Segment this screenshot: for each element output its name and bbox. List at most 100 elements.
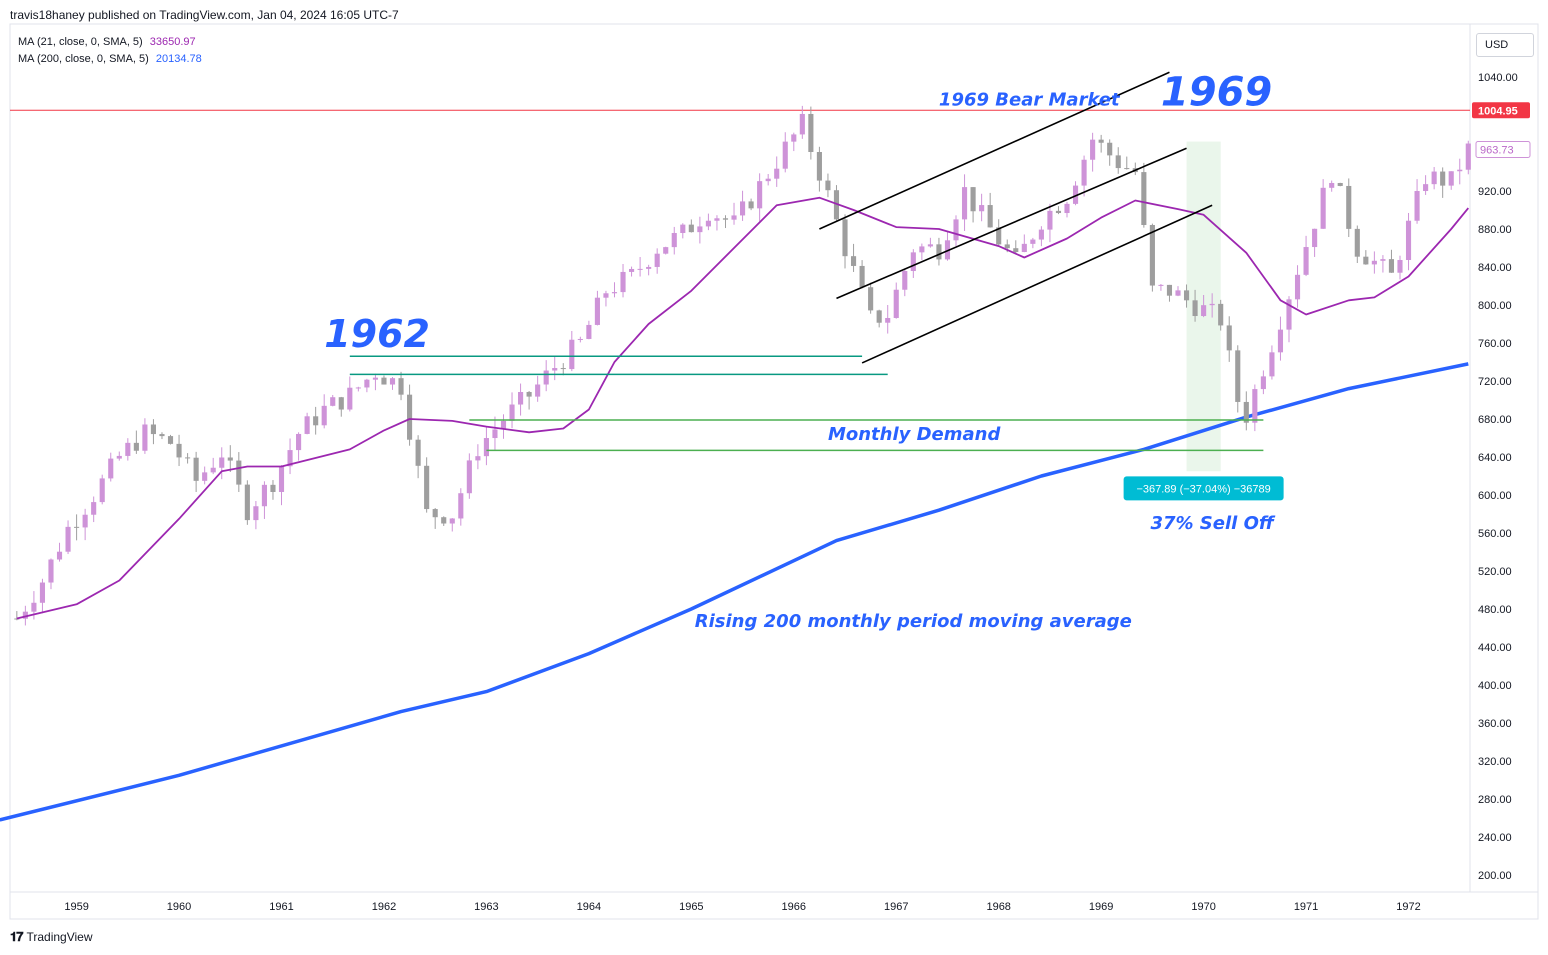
candle-body: [722, 218, 729, 220]
candle-body: [475, 456, 481, 461]
candle-body: [868, 287, 874, 311]
candle-body: [1294, 274, 1301, 300]
candles-group: [14, 105, 1471, 626]
candle-body: [1320, 187, 1326, 229]
y-tick-label: 480.00: [1478, 604, 1512, 616]
x-tick-label: 1972: [1396, 901, 1420, 913]
candle-body: [979, 205, 985, 212]
ma21-legend[interactable]: MA (21, close, 0, SMA, 5) 33650.97: [18, 36, 196, 48]
candle-body: [1081, 159, 1087, 186]
y-tick-label: 200.00: [1478, 870, 1512, 882]
ma21-legend-value: 33650.97: [149, 36, 196, 48]
ma21-line: [16, 196, 1469, 620]
candle-body: [885, 317, 891, 323]
publisher-line: travis18haney published on TradingView.c…: [10, 8, 399, 22]
y-tick-label: 840.00: [1478, 262, 1512, 274]
y-tick-label: 720.00: [1478, 376, 1512, 388]
channel-line-2: [861, 204, 1213, 364]
candle-body: [116, 455, 122, 459]
x-tick-label: 1963: [474, 901, 498, 913]
x-tick-label: 1965: [679, 901, 703, 913]
annotation-label-1969: 1969: [1161, 70, 1272, 116]
candle-body: [372, 377, 378, 380]
candle-body: [1064, 203, 1070, 214]
candle-body: [1371, 260, 1377, 265]
candle-body: [740, 201, 746, 216]
candle-body: [1457, 169, 1463, 172]
x-tick-label: 1962: [372, 901, 396, 913]
candle-body: [987, 205, 993, 228]
y-tick-label: 360.00: [1478, 718, 1512, 730]
candle-body: [509, 404, 515, 421]
x-tick-label: 1966: [782, 901, 806, 913]
x-tick-label: 1969: [1089, 901, 1113, 913]
y-tick-label: 560.00: [1478, 528, 1512, 540]
candle-body: [799, 113, 805, 135]
candle-body: [560, 368, 566, 370]
annotation-sell-off: 37% Sell Off: [1150, 513, 1275, 534]
candle-body: [594, 297, 600, 325]
candle-body: [483, 438, 489, 457]
candle-body: [671, 232, 677, 248]
candle-body: [1166, 284, 1173, 296]
candle-body: [1397, 259, 1403, 273]
candle-body: [441, 517, 447, 524]
candle-body: [1209, 303, 1215, 306]
candle-body: [1090, 139, 1096, 160]
candle-body: [1030, 239, 1036, 244]
candle-body: [270, 484, 276, 492]
candle-body: [953, 219, 959, 241]
ma21-legend-label: MA (21, close, 0, SMA, 5): [18, 36, 143, 48]
candle-body: [82, 514, 88, 528]
candle-body: [850, 256, 857, 266]
candle-body: [304, 416, 310, 434]
ma200-legend[interactable]: MA (200, close, 0, SMA, 5) 20134.78: [18, 53, 202, 65]
candle-body: [193, 457, 199, 481]
candle-body: [902, 271, 908, 290]
candle-body: [680, 224, 686, 233]
candle-body: [1363, 256, 1369, 265]
candle-body: [927, 244, 933, 247]
candle-body: [1072, 185, 1079, 204]
measure-label: −367.89 (−37.04%) −36789: [1136, 483, 1270, 495]
candle-body: [449, 518, 455, 524]
candle-body: [167, 436, 174, 444]
candle-body: [1115, 155, 1121, 169]
candle-body: [415, 439, 421, 466]
candle-body: [227, 457, 233, 461]
x-tick-label: 1960: [167, 901, 191, 913]
ma200-legend-label: MA (200, close, 0, SMA, 5): [18, 53, 149, 65]
candle-body: [731, 215, 737, 220]
candle-body: [1312, 228, 1318, 248]
candle-body: [424, 465, 430, 510]
candle-body: [714, 218, 720, 221]
candle-body: [944, 240, 951, 260]
candle-body: [398, 378, 404, 395]
y-tick-label: 400.00: [1478, 680, 1512, 692]
candle-body: [970, 187, 976, 212]
candle-body: [244, 484, 250, 521]
candle-body: [1440, 171, 1446, 186]
candle-body: [825, 180, 831, 191]
annotation-ma-note: Rising 200 monthly period moving average: [695, 611, 1132, 632]
tradingview-logo-icon: 𝟏𝟕: [10, 929, 24, 944]
candle-body: [782, 141, 788, 169]
candle-body: [22, 611, 28, 619]
candle-body: [458, 493, 464, 519]
ma200-line: [0, 362, 1469, 822]
candle-body: [1149, 224, 1155, 286]
y-tick-label: 760.00: [1478, 338, 1512, 350]
candle-body: [577, 338, 583, 340]
currency-button[interactable]: USD: [1476, 33, 1534, 57]
candle-body: [1183, 290, 1190, 301]
plot-frame: [9, 23, 1539, 920]
candle-body: [1329, 182, 1335, 188]
candle-body: [1431, 171, 1437, 185]
candle-body: [99, 478, 105, 503]
annotation-bear-market: 1969 Bear Market: [939, 90, 1121, 111]
candle-body: [765, 178, 771, 182]
x-tick-label: 1968: [986, 901, 1010, 913]
candle-body: [893, 289, 899, 318]
x-tick-label: 1971: [1294, 901, 1318, 913]
